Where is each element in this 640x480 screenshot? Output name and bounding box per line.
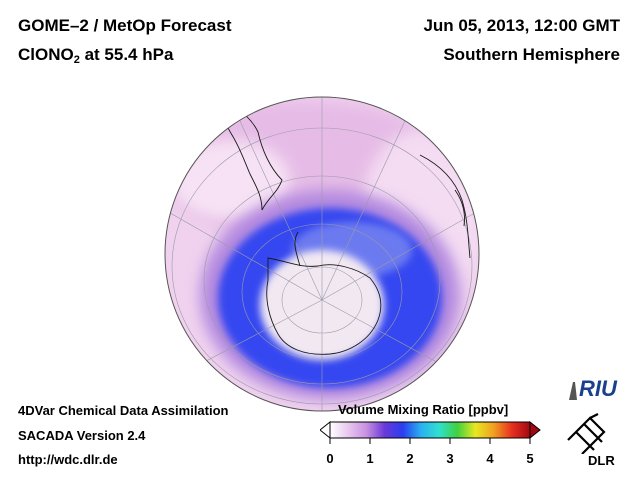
forecast-date: Jun 05, 2013, 12:00 GMT [423, 16, 620, 35]
globe-outline [164, 96, 480, 412]
colorbar-tick-label: 4 [486, 451, 494, 466]
colorbar-tick-label: 1 [366, 451, 374, 466]
species-label: ClONO2 at 55.4 hPa [18, 45, 173, 66]
colorbar-tick-label: 0 [326, 451, 334, 466]
colorbar-tick-label: 2 [406, 451, 414, 466]
colorbar-max-arrow [529, 420, 541, 440]
colorbar-gradient [329, 421, 531, 439]
footer-version: SACADA Version 2.4 [18, 428, 146, 443]
globe-field [165, 97, 479, 411]
svg-text:RIU: RIU [579, 376, 618, 401]
map-title: GOME–2 / MetOp Forecast [18, 16, 232, 35]
footer-url[interactable]: http://wdc.dlr.de [18, 452, 118, 467]
species-level: at 55.4 hPa [79, 45, 174, 64]
colorbar-title: Volume Mixing Ratio [ppbv] [338, 402, 509, 417]
footer-system: 4DVar Chemical Data Assimilation [18, 403, 229, 418]
colorbar-min-arrow [320, 420, 331, 440]
riu-logo: RIU [569, 376, 618, 401]
dlr-logo-text: DLR [588, 453, 615, 468]
hemisphere-label: Southern Hemisphere [443, 45, 620, 64]
species-name: ClONO [18, 45, 74, 64]
colorbar-tick-label: 5 [526, 451, 534, 466]
dlr-logo-icon [567, 413, 606, 454]
species-subscript: 2 [73, 54, 80, 66]
colorbar-tick-label: 3 [446, 451, 454, 466]
colorbar [320, 420, 541, 444]
